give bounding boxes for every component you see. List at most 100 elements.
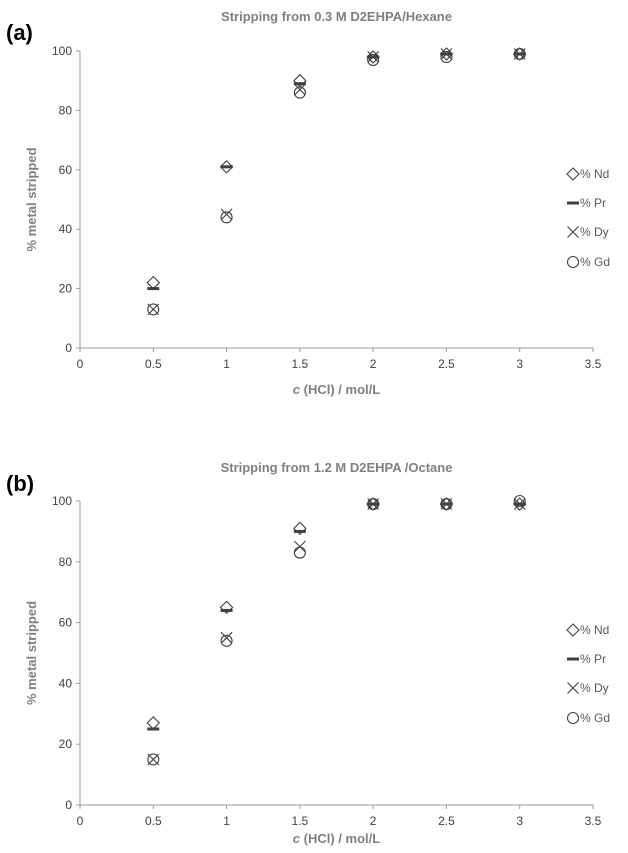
series-dash [147, 52, 526, 291]
x-tick-label: 0.5 [145, 814, 162, 828]
x-tick-label: 2.5 [438, 814, 455, 828]
data-point [220, 165, 233, 169]
x-tick-label: 1 [223, 357, 230, 371]
x-tick-label: 0 [77, 814, 84, 828]
data-point [219, 600, 234, 615]
legend-label: % Nd [580, 167, 609, 181]
data-point [220, 208, 233, 221]
data-point [512, 497, 527, 511]
series-circle [147, 47, 526, 316]
legend-marker-dash [567, 201, 579, 205]
y-axis-title: % metal stripped [24, 601, 39, 705]
data-point [147, 303, 160, 316]
data-point [513, 498, 526, 510]
x-tick-label: 0 [77, 357, 84, 371]
x-tick-label: 3.5 [585, 357, 602, 371]
legend-label: % Dy [580, 681, 609, 695]
data-point [220, 211, 233, 224]
data-point [147, 727, 160, 731]
legend-marker-x [567, 226, 579, 238]
y-tick-label: 0 [65, 341, 72, 355]
data-point [293, 86, 306, 99]
data-point [366, 50, 380, 64]
chart-panel-a: (a)Stripping from 0.3 M D2EHPA/Hexane020… [6, 9, 610, 397]
x-tick-label: 2 [370, 814, 377, 828]
legend-marker-diamond [566, 623, 580, 637]
series-x [147, 48, 526, 316]
y-tick-label: 100 [52, 494, 72, 508]
data-point [219, 160, 234, 174]
series-x [147, 498, 526, 766]
series-diamond [146, 47, 527, 290]
legend: % Nd % Pr % Dy % Gd [566, 167, 610, 269]
y-tick-label: 60 [59, 616, 73, 630]
legend-marker-x [567, 682, 579, 694]
y-tick-label: 40 [59, 222, 73, 236]
data-point [367, 497, 380, 511]
data-point [440, 50, 453, 63]
x-tick-label: 3.5 [585, 814, 602, 828]
y-tick-label: 0 [65, 798, 72, 812]
y-tick-label: 80 [59, 103, 73, 117]
y-tick-label: 100 [52, 44, 72, 58]
x-axis-title-text: (HCl) / mol/L [300, 382, 380, 397]
legend-marker-diamond [566, 167, 580, 181]
legend-marker-dash [567, 657, 579, 661]
x-tick-label: 1.5 [292, 814, 309, 828]
data-point [293, 521, 307, 536]
data-point [293, 83, 306, 96]
panel-label: (a) [6, 20, 33, 45]
data-point [513, 47, 526, 61]
y-tick-label: 80 [59, 555, 73, 569]
y-axis-title: % metal stripped [24, 147, 39, 251]
chart-title: Stripping from 1.2 M D2EHPA /Octane [221, 460, 453, 475]
x-tick-label: 3 [516, 814, 523, 828]
data-point [293, 546, 306, 559]
data-point [220, 608, 233, 612]
y-tick-label: 40 [59, 676, 73, 690]
series-diamond [146, 497, 527, 730]
data-point [513, 494, 526, 508]
data-point [220, 631, 233, 644]
x-tick-label: 2.5 [438, 357, 455, 371]
legend-label: % Dy [580, 225, 609, 239]
data-point [220, 634, 233, 647]
data-point [439, 47, 454, 61]
x-axis-title-text: (HCl) / mol/L [300, 831, 380, 846]
y-tick-label: 20 [59, 737, 73, 751]
legend-marker-circle [566, 255, 580, 269]
data-point [146, 275, 161, 290]
legend-label: % Nd [580, 623, 609, 637]
data-point [440, 497, 453, 511]
legend-label: % Pr [580, 652, 606, 666]
chart-title: Stripping from 0.3 M D2EHPA/Hexane [221, 9, 452, 24]
legend-label: % Pr [580, 196, 606, 210]
legend-label: % Gd [580, 255, 610, 269]
data-point [367, 51, 380, 63]
data-point [147, 287, 160, 291]
data-point [440, 48, 453, 60]
x-tick-label: 2 [370, 357, 377, 371]
series-circle [147, 494, 526, 766]
x-tick-label: 0.5 [145, 357, 162, 371]
data-point [293, 540, 306, 553]
data-point [147, 753, 160, 766]
x-tick-label: 1 [223, 814, 230, 828]
data-point [293, 529, 306, 533]
x-axis-title-symbol: c [293, 831, 301, 846]
x-tick-label: 3 [516, 357, 523, 371]
data-point [367, 53, 380, 66]
legend-label: % Gd [580, 711, 610, 725]
y-tick-label: 60 [59, 163, 73, 177]
y-tick-label: 20 [59, 282, 73, 296]
x-axis-title-symbol: c [293, 382, 301, 397]
chart-panel-b: (b) Stripping from 1.2 M D2EHPA /Octane 0 2… [6, 460, 610, 846]
data-point [293, 82, 306, 86]
x-axis-title: c (HCl) / mol/L [293, 382, 380, 397]
legend-marker-circle [566, 711, 580, 725]
panel-label: (b) [6, 471, 34, 496]
data-point [146, 716, 161, 730]
legend: % Nd % Pr % Dy % Gd [566, 623, 610, 725]
x-tick-label: 1.5 [292, 357, 309, 371]
